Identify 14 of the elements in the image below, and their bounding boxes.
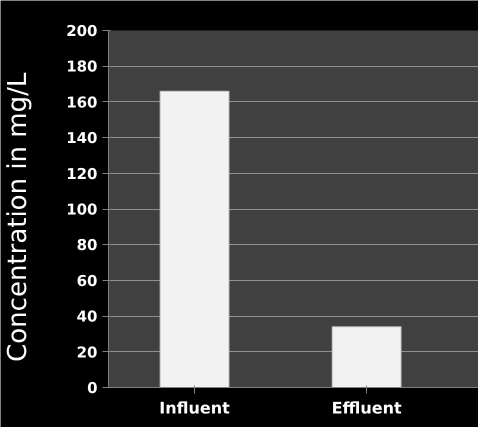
x-tick-label: Influent [159, 398, 230, 418]
y-tick-label: 180 [66, 58, 98, 76]
y-tick-label: 120 [66, 164, 98, 183]
y-tick-label: 80 [76, 236, 98, 254]
y-tick-label: 140 [66, 129, 98, 148]
y-tick-label: 20 [76, 343, 98, 362]
y-axis-title: Concentration in mg/L [3, 72, 34, 362]
y-tick-label: 60 [76, 272, 98, 290]
x-tick-label: Effluent [332, 398, 402, 418]
y-tick-label: 200 [66, 22, 98, 40]
y-tick-label: 0 [87, 379, 98, 397]
y-tick-label: 100 [66, 200, 98, 218]
y-tick-label: 40 [76, 308, 98, 326]
y-tick-label: 160 [66, 93, 98, 112]
